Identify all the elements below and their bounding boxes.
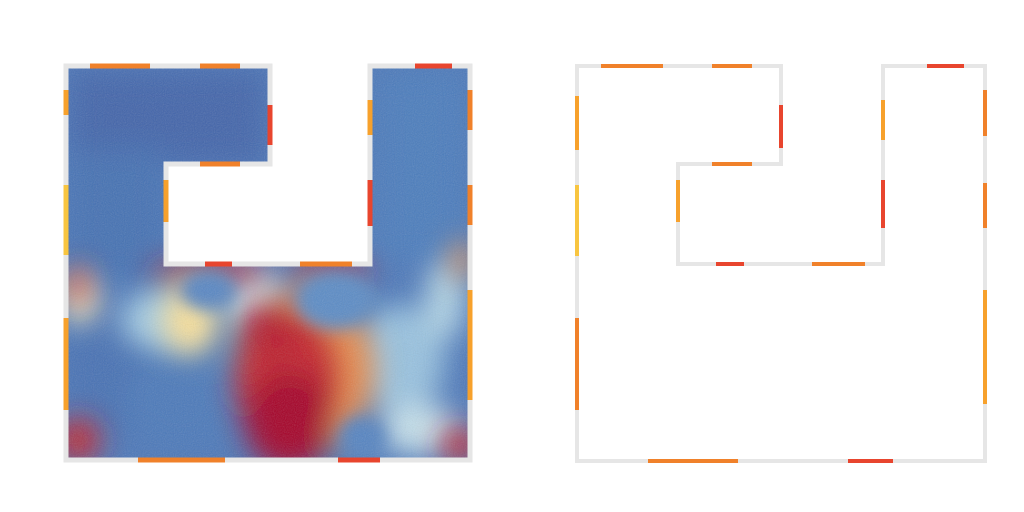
wall-openings-left bbox=[63, 63, 473, 463]
heatmap-panel bbox=[63, 63, 473, 463]
wall-openings-right bbox=[575, 64, 987, 463]
heatmap-field bbox=[66, 66, 470, 460]
outline-panel bbox=[575, 64, 987, 463]
